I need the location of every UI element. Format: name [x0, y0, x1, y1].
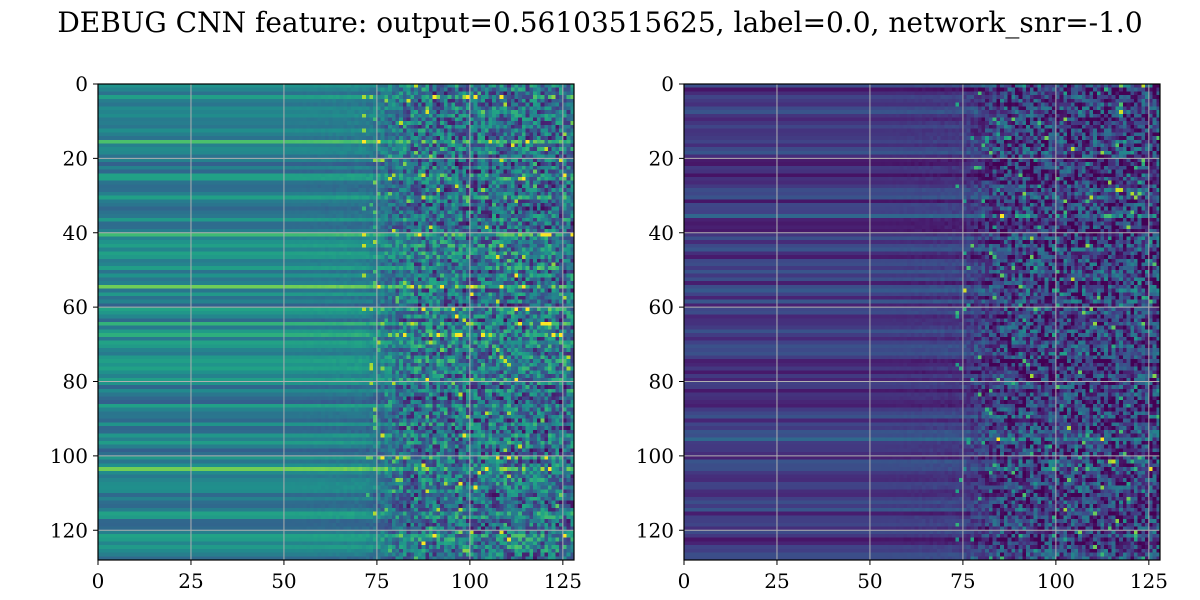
y-tick-label: 60 [649, 295, 674, 319]
x-tick-label: 75 [364, 569, 389, 593]
y-tick-label: 100 [50, 444, 88, 468]
y-tick-label: 40 [649, 221, 674, 245]
y-tick-label: 20 [649, 146, 674, 170]
x-tick-label: 25 [764, 569, 789, 593]
y-tick-label: 100 [636, 444, 674, 468]
x-tick-label: 125 [544, 569, 582, 593]
axes-frame [97, 83, 575, 561]
axes-frame [683, 83, 1161, 561]
heatmap-panel-left: 0 25 50 75 100 125 0 20 40 60 80 100 120 [50, 72, 582, 593]
y-tick-label: 120 [50, 518, 88, 542]
y-tick-label: 0 [661, 72, 674, 96]
x-tick-label: 25 [178, 569, 203, 593]
x-tick-label: 0 [678, 569, 691, 593]
x-tick-label: 125 [1130, 569, 1168, 593]
y-tick-label: 20 [63, 146, 88, 170]
x-tick-label: 75 [950, 569, 975, 593]
y-tick-label: 60 [63, 295, 88, 319]
heatmap-image [98, 84, 574, 560]
y-tick-label: 80 [649, 370, 674, 394]
x-tick-label: 50 [857, 569, 882, 593]
y-tick-label: 120 [636, 518, 674, 542]
y-tick-label: 80 [63, 370, 88, 394]
x-tick-label: 100 [451, 569, 489, 593]
x-tick-label: 0 [92, 569, 105, 593]
y-tick-label: 0 [75, 72, 88, 96]
heatmap-panel-right: 0 25 50 75 100 125 0 20 40 60 80 100 120 [636, 72, 1168, 593]
heatmap-image [684, 84, 1160, 560]
x-tick-label: 50 [271, 569, 296, 593]
x-tick-label: 100 [1037, 569, 1075, 593]
figure-title: DEBUG CNN feature: output=0.56103515625,… [57, 6, 1143, 39]
y-tick-label: 40 [63, 221, 88, 245]
